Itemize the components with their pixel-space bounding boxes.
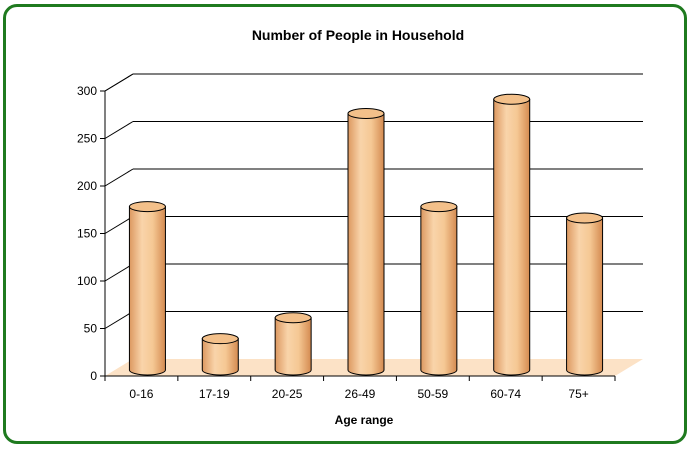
gridline-diagonal bbox=[104, 168, 134, 187]
bar-body bbox=[420, 206, 458, 376]
y-tick-label: 150 bbox=[77, 227, 97, 241]
bar-top bbox=[566, 212, 604, 224]
gridline-diagonal bbox=[104, 121, 134, 139]
bar-body bbox=[493, 98, 531, 376]
bar bbox=[493, 93, 531, 376]
bar-top bbox=[347, 108, 385, 119]
bar-top bbox=[274, 312, 312, 324]
x-tick-label: 26-49 bbox=[345, 387, 376, 401]
bar bbox=[201, 333, 239, 376]
bar bbox=[566, 212, 604, 376]
bar bbox=[128, 201, 166, 376]
bar-top bbox=[128, 201, 166, 213]
bar bbox=[274, 312, 312, 376]
gridline-diagonal bbox=[104, 311, 134, 329]
x-tick-label: 75+ bbox=[568, 387, 588, 401]
bar bbox=[420, 201, 458, 376]
y-tick-label: 100 bbox=[77, 274, 97, 288]
x-axis-title: Age range bbox=[335, 413, 394, 427]
gridline-diagonal bbox=[104, 263, 134, 282]
bar-body bbox=[128, 206, 166, 376]
bar-body bbox=[274, 317, 312, 376]
x-tick-label: 17-19 bbox=[199, 387, 230, 401]
bar-top bbox=[201, 333, 239, 345]
y-tick-label: 250 bbox=[77, 132, 97, 146]
bar-body bbox=[566, 217, 604, 376]
x-tick-label: 50-59 bbox=[418, 387, 449, 401]
gridline-diagonal bbox=[104, 216, 134, 234]
x-tick-label: 0-16 bbox=[129, 387, 153, 401]
y-tick-label: 50 bbox=[84, 322, 98, 336]
bar-top bbox=[493, 93, 531, 105]
chart-title: Number of People in Household bbox=[252, 27, 464, 43]
bar bbox=[347, 108, 385, 376]
y-axis-top bbox=[104, 73, 134, 92]
y-tick-label: 300 bbox=[77, 84, 97, 98]
bar-body bbox=[201, 338, 239, 376]
y-tick-label: 0 bbox=[90, 369, 97, 383]
x-tick-label: 60-74 bbox=[490, 387, 521, 401]
bar-top bbox=[420, 201, 458, 213]
x-tick-label: 20-25 bbox=[272, 387, 303, 401]
y-tick-label: 200 bbox=[77, 179, 97, 193]
bar-body bbox=[347, 113, 385, 376]
